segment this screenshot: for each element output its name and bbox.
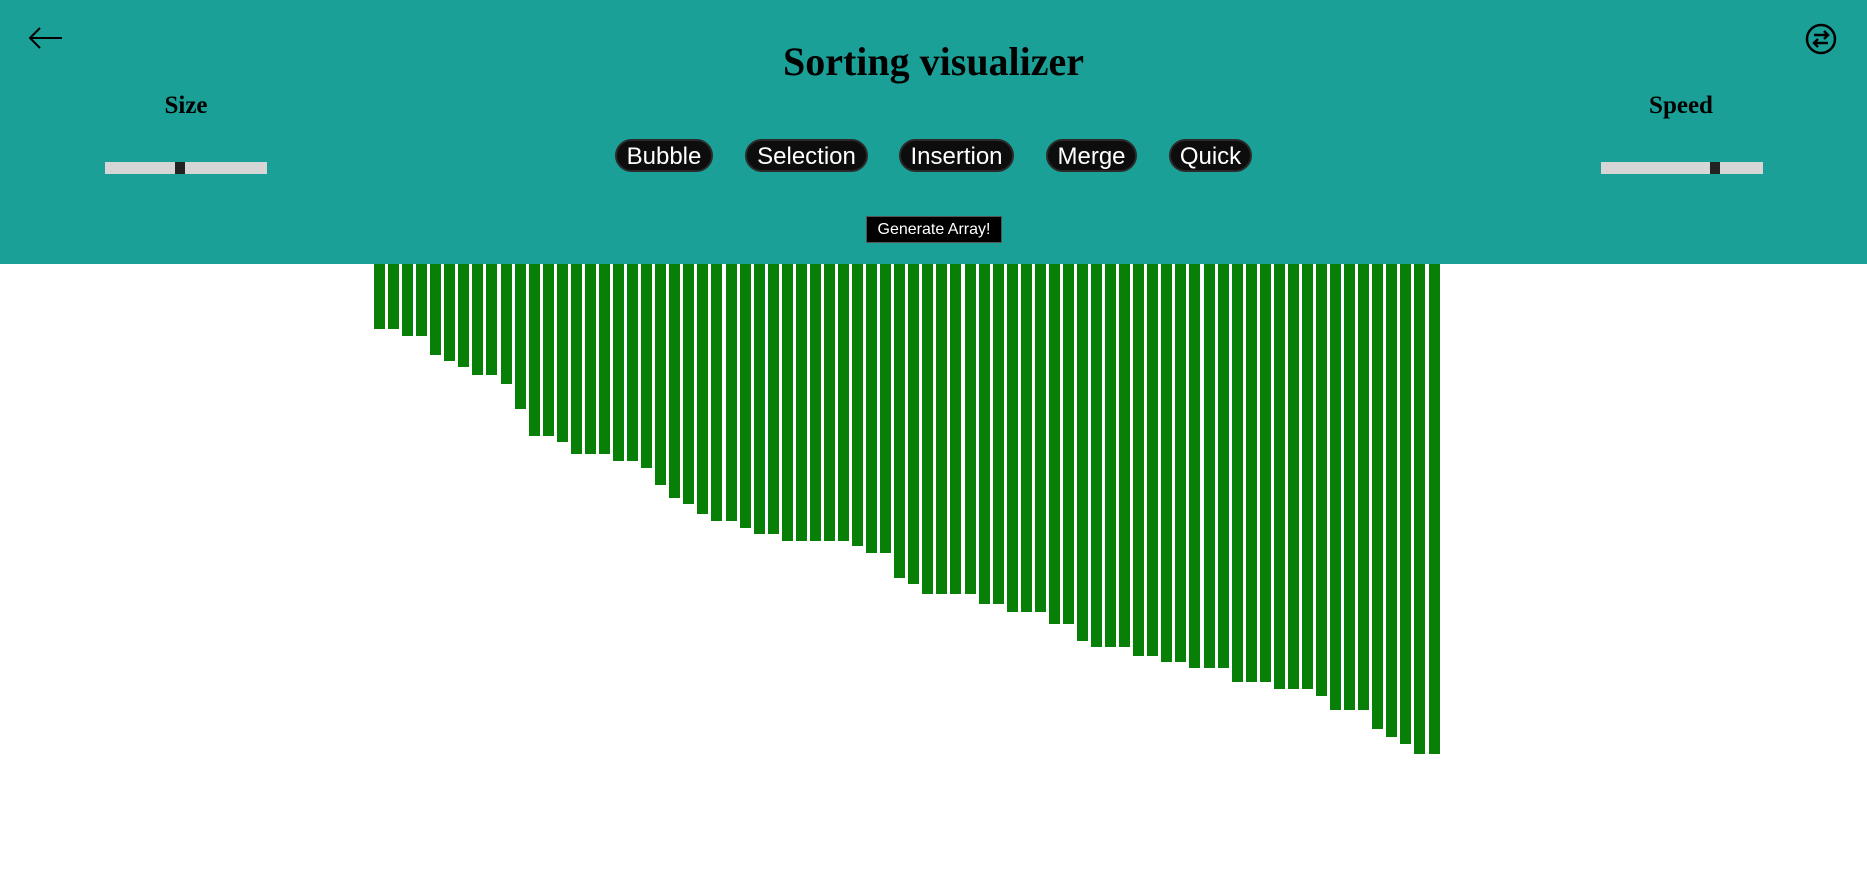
array-bar — [669, 264, 680, 498]
array-bar — [486, 264, 497, 375]
speed-slider-thumb[interactable] — [1710, 162, 1720, 174]
array-bar — [1330, 264, 1341, 710]
array-bar — [894, 264, 905, 578]
array-bar — [936, 264, 947, 594]
array-bar — [1133, 264, 1144, 656]
array-bar — [543, 264, 554, 436]
array-bar — [880, 264, 891, 553]
generate-array-button[interactable]: Generate Array! — [866, 216, 1002, 243]
array-bar — [1218, 264, 1229, 668]
array-bar — [1386, 264, 1397, 737]
merge-sort-button[interactable]: Merge — [1046, 139, 1137, 172]
array-bar — [1429, 264, 1440, 754]
array-bar — [711, 264, 722, 521]
selection-sort-button[interactable]: Selection — [745, 139, 868, 172]
array-bar — [1035, 264, 1046, 612]
page-title: Sorting visualizer — [782, 39, 1085, 84]
array-bar — [1204, 264, 1215, 668]
size-label: Size — [164, 92, 208, 119]
array-bar — [824, 264, 835, 541]
array-bar — [768, 264, 779, 534]
size-slider-thumb[interactable] — [175, 162, 185, 174]
array-bar — [430, 264, 441, 355]
array-bar — [852, 264, 863, 546]
array-bar — [599, 264, 610, 454]
array-bar — [458, 264, 469, 367]
array-bar — [922, 264, 933, 594]
speed-slider[interactable] — [1601, 162, 1763, 174]
array-bar — [810, 264, 821, 541]
array-bar — [655, 264, 666, 485]
array-bar — [529, 264, 540, 436]
array-bar — [1007, 264, 1018, 612]
array-bar — [740, 264, 751, 528]
array-bar — [515, 264, 526, 409]
array-bar — [1288, 264, 1299, 689]
header-bar: Sorting visualizer Size Speed Bubble Sel… — [0, 0, 1867, 264]
array-bar — [472, 264, 483, 375]
array-bar — [641, 264, 652, 468]
array-bar — [1274, 264, 1285, 689]
array-bar — [965, 264, 976, 594]
array-bar — [627, 264, 638, 461]
array-bar — [1316, 264, 1327, 696]
array-bar — [613, 264, 624, 461]
array-bar — [796, 264, 807, 541]
array-bar — [1302, 264, 1313, 689]
array-bar — [571, 264, 582, 454]
array-bar — [444, 264, 455, 361]
array-bar — [1049, 264, 1060, 624]
array-bar — [1246, 264, 1257, 682]
array-bar — [585, 264, 596, 454]
array-bar — [683, 264, 694, 504]
array-bar — [1119, 264, 1130, 647]
bubble-sort-button[interactable]: Bubble — [615, 139, 713, 172]
back-arrow-icon[interactable] — [26, 20, 66, 56]
array-bar — [388, 264, 399, 329]
array-bars-area — [0, 264, 1867, 891]
array-bar — [1091, 264, 1102, 647]
speed-label: Speed — [1649, 92, 1713, 119]
array-bar — [1189, 264, 1200, 668]
array-bar — [402, 264, 413, 336]
array-bar — [1063, 264, 1074, 624]
array-bar — [1344, 264, 1355, 710]
array-bar — [1105, 264, 1116, 647]
array-bar — [1161, 264, 1172, 662]
array-bar — [726, 264, 737, 521]
array-bar — [1358, 264, 1369, 710]
array-bar — [838, 264, 849, 541]
array-bar — [416, 264, 427, 336]
array-bar — [557, 264, 568, 442]
array-bar — [1260, 264, 1271, 682]
array-bar — [501, 264, 512, 384]
array-bar — [1021, 264, 1032, 612]
array-bar — [866, 264, 877, 553]
array-bar — [979, 264, 990, 604]
array-bar — [1175, 264, 1186, 662]
swap-arrows-icon[interactable] — [1804, 22, 1838, 56]
array-bar — [993, 264, 1004, 604]
array-bar — [950, 264, 961, 594]
array-bar — [374, 264, 385, 329]
array-bar — [908, 264, 919, 584]
array-bar — [1077, 264, 1088, 641]
array-bar — [1400, 264, 1411, 744]
insertion-sort-button[interactable]: Insertion — [899, 139, 1014, 172]
array-bar — [1147, 264, 1158, 656]
size-slider[interactable] — [105, 162, 267, 174]
array-bar — [1414, 264, 1425, 754]
array-bar — [782, 264, 793, 541]
array-bar — [754, 264, 765, 534]
array-bar — [697, 264, 708, 514]
quick-sort-button[interactable]: Quick — [1169, 139, 1252, 172]
array-bar — [1372, 264, 1383, 729]
array-bar — [1232, 264, 1243, 682]
